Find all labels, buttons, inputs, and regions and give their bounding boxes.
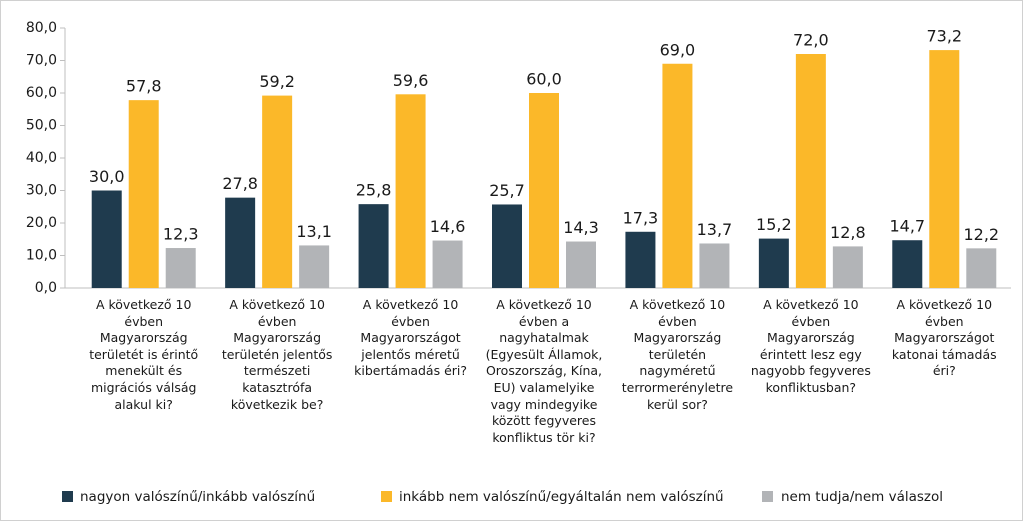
value-label: 72,0 [793, 31, 829, 50]
value-label: 15,2 [756, 215, 792, 234]
value-label: 25,8 [356, 181, 392, 200]
y-tick-label: 10,0 [26, 248, 57, 264]
y-tick-label: 0,0 [35, 280, 57, 296]
value-label: 14,6 [430, 217, 466, 236]
value-label: 13,1 [296, 222, 332, 241]
x-tick-label: A következő 10 évben Magyarország terüle… [621, 297, 734, 412]
legend-label: nagyon valószínű/inkább valószínű [80, 489, 315, 505]
y-tick-label: 60,0 [26, 85, 57, 101]
y-tick-label: 40,0 [26, 150, 57, 166]
bar [91, 190, 122, 288]
bar [566, 241, 596, 288]
x-tick-label: A következő 10 évben Magyarországot jele… [354, 297, 467, 379]
value-label: 69,0 [660, 40, 696, 59]
y-tick-label: 70,0 [26, 53, 57, 69]
value-label: 12,2 [963, 225, 999, 244]
bar [165, 248, 196, 288]
bar [625, 231, 656, 288]
value-label: 27,8 [222, 174, 258, 193]
value-label: 13,7 [697, 220, 733, 239]
bar [299, 245, 330, 288]
value-label: 14,7 [889, 217, 925, 236]
bar [929, 50, 960, 288]
value-label: 12,8 [830, 223, 866, 242]
x-tick-label: A következő 10 évben Magyarország érinte… [750, 297, 871, 395]
legend-label: nem tudja/nem válaszol [781, 489, 943, 505]
legend-swatch [762, 491, 773, 502]
legend-swatch [381, 491, 392, 502]
bar [758, 238, 789, 288]
value-label: 30,0 [89, 167, 125, 186]
bar [225, 197, 256, 288]
legend-label: inkább nem valószínű/egyáltalán nem való… [399, 489, 724, 505]
y-tick-label: 80,0 [26, 20, 57, 36]
bar [699, 243, 730, 288]
y-tick-label: 30,0 [26, 183, 57, 199]
y-tick-label: 20,0 [26, 215, 57, 231]
bar [966, 248, 997, 288]
bar [529, 93, 559, 288]
x-tick-label: A következő 10 évben Magyarország terüle… [221, 297, 333, 412]
value-label: 12,3 [163, 225, 199, 244]
value-label: 59,6 [393, 71, 429, 90]
x-tick-label: A következő 10 évben Magyarország terüle… [89, 297, 199, 412]
bar [662, 63, 693, 288]
bar [492, 204, 522, 288]
value-label: 14,3 [563, 218, 599, 237]
bar [358, 204, 389, 288]
legend-swatch [62, 491, 73, 502]
bar [832, 246, 863, 288]
bar [432, 240, 463, 288]
value-label: 17,3 [623, 208, 659, 227]
bar [892, 240, 923, 288]
bar [262, 95, 293, 288]
y-tick-label: 50,0 [26, 118, 57, 134]
value-label: 73,2 [926, 27, 962, 46]
x-tick-label: A következő 10 évben a nagyhatalmak (Egy… [485, 297, 603, 445]
bar [395, 94, 426, 288]
value-label: 59,2 [259, 72, 295, 91]
value-label: 57,8 [126, 77, 162, 96]
bar [795, 54, 826, 288]
value-label: 60,0 [526, 70, 562, 89]
bar [128, 100, 159, 289]
x-tick-label: A következő 10 évben Magyarországot kato… [891, 297, 997, 379]
value-label: 25,7 [489, 181, 525, 200]
